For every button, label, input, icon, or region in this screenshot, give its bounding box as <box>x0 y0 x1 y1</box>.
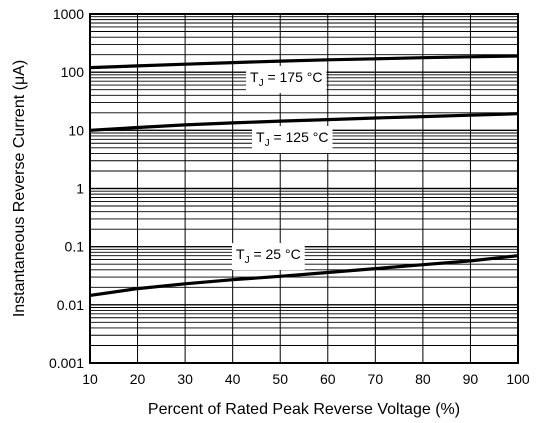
y-tick-label: 100 <box>61 64 85 80</box>
x-axis-label: Percent of Rated Peak Reverse Voltage (%… <box>148 401 460 418</box>
x-tick-label: 70 <box>368 371 384 387</box>
x-tick-label: 50 <box>272 371 288 387</box>
series-label-rest: = 125 °C <box>270 129 329 145</box>
y-tick-label: 0.001 <box>49 355 84 371</box>
x-tick-label: 20 <box>130 371 146 387</box>
x-tick-label: 80 <box>415 371 431 387</box>
x-tick-label: 100 <box>506 371 530 387</box>
y-tick-label: 0.01 <box>57 297 84 313</box>
annotations: TJ = 175 °CTJ = 125 °CTJ = 25 °C <box>232 66 333 270</box>
y-tick-label: 0.1 <box>65 239 85 255</box>
series-label: TJ = 25 °C <box>236 246 301 266</box>
x-tick-labels: 10 20 30 40 50 60 70 80 90 100 <box>82 371 530 387</box>
x-tick-label: 10 <box>82 371 98 387</box>
series-line-1 <box>89 112 519 132</box>
x-tick-label: 40 <box>225 371 241 387</box>
x-tick-label: 60 <box>320 371 336 387</box>
series-label-subscript: J <box>259 78 264 89</box>
series-label-bg <box>246 66 327 93</box>
series-label: TJ = 175 °C <box>250 69 322 89</box>
x-tick-label: 90 <box>463 371 479 387</box>
y-tick-label: 1000 <box>53 6 84 22</box>
series-label-main: T <box>236 246 245 262</box>
series-line-0 <box>89 54 519 70</box>
curves <box>89 54 519 297</box>
y-tick-label: 10 <box>68 122 84 138</box>
series-line-2 <box>89 254 519 297</box>
series-label: TJ = 125 °C <box>256 129 328 149</box>
y-axis-label: Instantaneous Reverse Current (μA) <box>11 60 28 317</box>
series-label-main: T <box>250 69 259 85</box>
x-tick-label: 30 <box>177 371 193 387</box>
series-label-rest: = 25 °C <box>250 246 301 262</box>
plot-frame <box>89 13 519 364</box>
y-tick-labels: 1000 100 10 1 0.1 0.01 0.001 <box>49 6 84 371</box>
y-tick-label: 1 <box>76 181 84 197</box>
series-label-subscript: J <box>245 255 250 266</box>
series-label-main: T <box>256 129 265 145</box>
series-label-bg <box>252 126 333 153</box>
series-label-bg <box>232 243 305 270</box>
series-label-rest: = 175 °C <box>264 69 323 85</box>
series-label-subscript: J <box>265 138 270 149</box>
